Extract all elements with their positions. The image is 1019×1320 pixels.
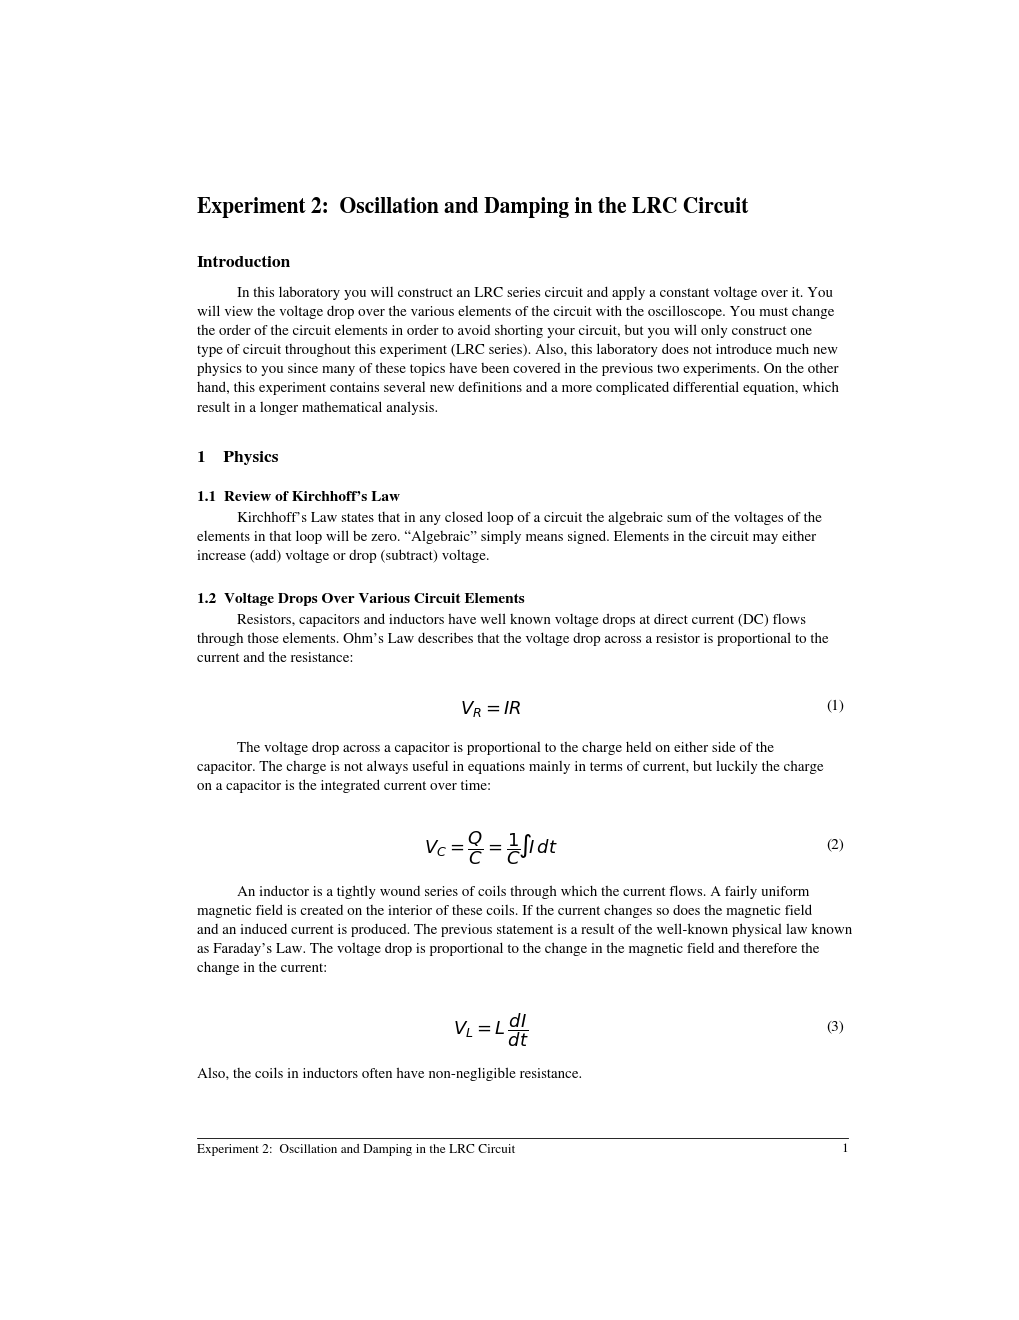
Text: change in the current:: change in the current: [197,962,327,975]
Text: type of circuit throughout this experiment (LRC series). Also, this laboratory d: type of circuit throughout this experime… [197,343,838,358]
Text: current and the resistance:: current and the resistance: [197,652,354,665]
Text: hand, this experiment contains several new definitions and a more complicated di: hand, this experiment contains several n… [197,381,839,396]
Text: Resistors, capacitors and inductors have well known voltage drops at direct curr: Resistors, capacitors and inductors have… [236,614,805,627]
Text: 1.2  Voltage Drops Over Various Circuit Elements: 1.2 Voltage Drops Over Various Circuit E… [197,593,524,606]
Text: capacitor. The charge is not always useful in equations mainly in terms of curre: capacitor. The charge is not always usef… [197,760,823,775]
Text: 1    Physics: 1 Physics [197,450,278,465]
Text: magnetic field is created on the interior of these coils. If the current changes: magnetic field is created on the interio… [197,904,811,917]
Text: Kirchhoff’s Law states that in any closed loop of a circuit the algebraic sum of: Kirchhoff’s Law states that in any close… [236,511,820,525]
Text: through those elements. Ohm’s Law describes that the voltage drop across a resis: through those elements. Ohm’s Law descri… [197,632,827,645]
Text: and an induced current is produced. The previous statement is a result of the we: and an induced current is produced. The … [197,924,852,937]
Text: In this laboratory you will construct an LRC series circuit and apply a constant: In this laboratory you will construct an… [236,286,832,300]
Text: The voltage drop across a capacitor is proportional to the charge held on either: The voltage drop across a capacitor is p… [236,742,772,755]
Text: result in a longer mathematical analysis.: result in a longer mathematical analysis… [197,401,438,414]
Text: Experiment 2:  Oscillation and Damping in the LRC Circuit: Experiment 2: Oscillation and Damping in… [197,197,748,218]
Text: (2): (2) [825,838,844,851]
Text: An inductor is a tightly wound series of coils through which the current flows. : An inductor is a tightly wound series of… [236,886,808,899]
Text: increase (add) voltage or drop (subtract) voltage.: increase (add) voltage or drop (subtract… [197,549,489,564]
Text: Experiment 2:  Oscillation and Damping in the LRC Circuit: Experiment 2: Oscillation and Damping in… [197,1143,515,1155]
Text: physics to you since many of these topics have been covered in the previous two : physics to you since many of these topic… [197,363,838,376]
Text: Also, the coils in inductors often have non-negligible resistance.: Also, the coils in inductors often have … [197,1068,582,1081]
Text: (1): (1) [825,700,844,713]
Text: on a capacitor is the integrated current over time:: on a capacitor is the integrated current… [197,780,491,793]
Text: (3): (3) [825,1019,844,1034]
Text: Introduction: Introduction [197,256,291,271]
Text: $V_C = \dfrac{Q}{C} = \dfrac{1}{C}\!\int\! I\,dt$: $V_C = \dfrac{Q}{C} = \dfrac{1}{C}\!\int… [424,830,557,867]
Text: 1: 1 [841,1143,848,1155]
Text: the order of the circuit elements in order to avoid shorting your circuit, but y: the order of the circuit elements in ord… [197,325,811,338]
Text: $V_L = L\,\dfrac{dI}{dt}$: $V_L = L\,\dfrac{dI}{dt}$ [452,1011,529,1049]
Text: $V_R = IR$: $V_R = IR$ [460,700,522,719]
Text: will view the voltage drop over the various elements of the circuit with the osc: will view the voltage drop over the vari… [197,305,834,319]
Text: 1.1  Review of Kirchhoff’s Law: 1.1 Review of Kirchhoff’s Law [197,491,399,504]
Text: as Faraday’s Law. The voltage drop is proportional to the change in the magnetic: as Faraday’s Law. The voltage drop is pr… [197,942,818,956]
Text: elements in that loop will be zero. “Algebraic” simply means signed. Elements in: elements in that loop will be zero. “Alg… [197,531,815,544]
